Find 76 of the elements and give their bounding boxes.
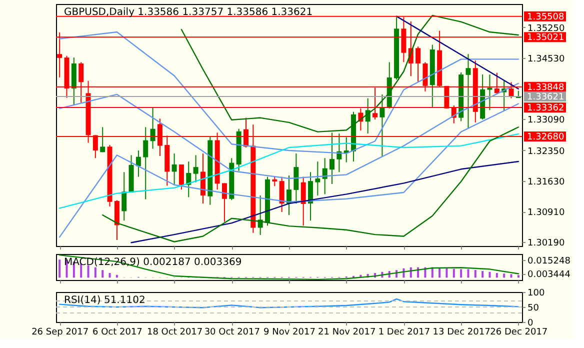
- candlestick: [200, 152, 206, 204]
- bar: [452, 268, 455, 278]
- bar: [58, 260, 61, 278]
- line-series: [58, 103, 520, 238]
- candlestick: [193, 154, 198, 183]
- candlestick: [122, 172, 127, 222]
- y-tick-label: 1.33090: [528, 116, 565, 126]
- x-tick-label: 26 Sep 2017: [32, 328, 89, 338]
- x-tick-label: 18 Oct 2017: [146, 328, 203, 338]
- line-series: [130, 160, 520, 244]
- line-series: [180, 14, 520, 132]
- candlestick: [100, 126, 106, 153]
- y-tick-label: 0: [528, 318, 534, 328]
- x-tick-label: 30 Oct 2017: [204, 328, 260, 338]
- ref-line-label: 1.35021: [527, 33, 564, 44]
- ref-line-label: 1.33362: [527, 104, 564, 114]
- candlestick: [186, 161, 192, 198]
- candlestick: [308, 172, 314, 222]
- chart-title: RSI(14) 51.1102: [64, 295, 146, 306]
- ref-line-label: 1.32680: [527, 132, 564, 142]
- y-tick-label: 1.34530: [528, 54, 565, 64]
- y-tick-label: 1.30190: [528, 238, 565, 249]
- ref-line-label: 1.33621: [527, 92, 564, 103]
- bar: [116, 274, 118, 278]
- x-tick-label: 26 Dec 2017: [490, 328, 548, 338]
- line-series: [102, 126, 520, 242]
- candlestick: [416, 46, 421, 83]
- chart-title: GBPUSD,Daily 1.33586 1.33757 1.33586 1.33621: [64, 7, 313, 18]
- x-tick-label: 13 Dec 2017: [432, 328, 490, 338]
- line-series: [58, 82, 520, 180]
- candlestick: [330, 132, 335, 185]
- candlestick: [300, 176, 306, 226]
- y-tick-label: 1.31630: [528, 178, 565, 188]
- line-series: [58, 133, 520, 209]
- bar: [503, 274, 506, 278]
- bar: [482, 271, 484, 278]
- candlestick: [380, 94, 385, 158]
- candlestick: [178, 164, 184, 190]
- x-tick-label: 6 Oct 2017: [92, 328, 142, 338]
- bar: [488, 272, 491, 278]
- x-tick-label: 21 Nov 2017: [318, 328, 376, 338]
- line-series: [58, 254, 520, 280]
- x-tick-label: 1 Dec 2017: [378, 328, 430, 338]
- candlestick: [466, 54, 471, 130]
- bar: [517, 275, 520, 278]
- candlestick: [315, 161, 320, 196]
- bar: [474, 270, 476, 278]
- bar: [102, 270, 104, 278]
- ref-line-label: 1.35508: [527, 12, 564, 22]
- candlestick: [279, 176, 284, 213]
- bar: [87, 265, 90, 278]
- y-tick-label: 100: [528, 288, 545, 298]
- bar: [438, 268, 441, 278]
- y-tick-label: 1.35250: [528, 24, 565, 34]
- bar: [467, 269, 470, 278]
- y-tick-label: 1.30910: [528, 208, 565, 218]
- y-tick-label: 50: [528, 304, 540, 314]
- candlestick: [294, 152, 299, 204]
- ref-line-label: 1.33848: [527, 82, 564, 93]
- candlestick: [487, 74, 492, 111]
- candlestick: [143, 126, 148, 200]
- y-tick-label: 1.32350: [528, 146, 565, 157]
- candlestick: [272, 176, 278, 187]
- candlestick: [172, 152, 177, 186]
- bar: [94, 267, 96, 278]
- bar: [496, 273, 498, 278]
- y-tick-label: 0.015248: [528, 256, 571, 266]
- candlestick: [222, 182, 227, 222]
- bar: [108, 273, 111, 278]
- y-tick-label: 0.003444: [528, 270, 571, 280]
- bar: [460, 269, 462, 278]
- line-series: [58, 31, 520, 154]
- x-tick-label: 9 Nov 2017: [264, 328, 316, 338]
- bar: [446, 268, 448, 278]
- bar: [510, 274, 512, 278]
- candlestick: [136, 150, 141, 178]
